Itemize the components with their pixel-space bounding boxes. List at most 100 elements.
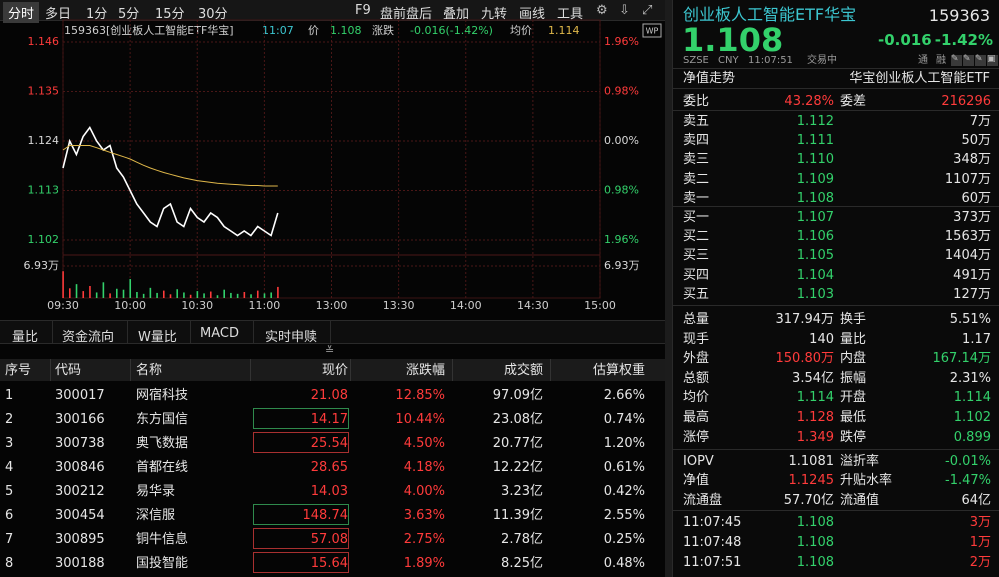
badge[interactable]: WP xyxy=(646,27,659,36)
indicator-tab[interactable]: 实时申赎 xyxy=(265,330,318,345)
column-header[interactable]: 成交额 xyxy=(503,363,543,378)
tool-button[interactable]: 九转 xyxy=(481,7,508,22)
tool-button[interactable]: 盘前盘后 xyxy=(380,7,433,22)
row-label: 委比 xyxy=(683,94,710,109)
volume-tick-label: 6.93万 xyxy=(604,259,640,272)
row-value: 0.899 xyxy=(953,429,991,445)
book-row: 卖二 1.109 1107万 xyxy=(673,170,999,189)
splitter xyxy=(665,0,672,577)
avg-label: 均价 xyxy=(510,24,532,37)
column-divider xyxy=(130,359,131,381)
tool-button[interactable]: 工具 xyxy=(557,7,584,22)
row-label: 均价 xyxy=(683,390,710,406)
column-header[interactable]: 代码 xyxy=(55,363,82,378)
table-row[interactable]: 3 300738 奥飞数据 25.54 4.50% 20.77亿 1.20% xyxy=(0,432,665,454)
table-row[interactable]: 5 300212 易华录 14.03 4.00% 3.23亿 0.42% xyxy=(0,480,665,502)
book-volume: 7万 xyxy=(969,114,991,129)
row-value: 1.349 xyxy=(796,429,834,445)
book-label: 买二 xyxy=(683,229,710,245)
y2-tick-label: 0.98% xyxy=(604,184,639,197)
tool-button[interactable]: 叠加 xyxy=(443,7,470,22)
volume-bar xyxy=(162,290,165,298)
trade-time: 11:07:51 xyxy=(683,555,742,570)
book-label: 卖一 xyxy=(683,190,710,206)
table-row[interactable]: 8 300188 国投智能 15.64 1.89% 8.25亿 0.48% xyxy=(0,552,665,574)
column-header[interactable]: 名称 xyxy=(136,363,163,378)
table-cell: 4 xyxy=(5,460,14,475)
icon-button[interactable]: ⇩ xyxy=(619,3,630,18)
indicator-tab[interactable]: W量比 xyxy=(138,330,177,345)
period-tab[interactable]: 15分 xyxy=(155,7,185,22)
period-tab[interactable]: 5分 xyxy=(118,7,140,22)
volume-bar xyxy=(216,295,219,298)
volume-bar xyxy=(95,292,98,298)
row-value: -1.47% xyxy=(945,473,991,489)
icon-button[interactable]: ✎ xyxy=(963,55,974,66)
row-label: 总量 xyxy=(683,312,710,327)
row-label: 流通盘 xyxy=(683,492,723,508)
y-tick-label: 1.102 xyxy=(28,233,60,246)
column-header[interactable]: 序号 xyxy=(5,363,32,378)
period-tab[interactable]: 1分 xyxy=(86,7,108,22)
row-label: 最低 xyxy=(840,410,867,425)
volume-bar xyxy=(176,289,179,298)
column-header[interactable]: 现价 xyxy=(321,363,348,378)
sort-icon: ▼ xyxy=(437,364,444,374)
book-label: 买四 xyxy=(683,267,710,283)
table-cell: 15.64 xyxy=(310,556,348,571)
table-cell: 20.77亿 xyxy=(492,436,543,451)
icon-button[interactable]: ⤢ xyxy=(642,3,653,18)
icon-button[interactable]: ✎ xyxy=(975,55,986,66)
table-row[interactable]: 6 300454 深信服 148.74 3.63% 11.39亿 2.55% xyxy=(0,504,665,526)
table-row[interactable]: 4 300846 首都在线 28.65 4.18% 12.22亿 0.61% xyxy=(0,456,665,478)
volume-bar xyxy=(196,291,199,298)
column-divider xyxy=(350,359,351,381)
indicator-tab[interactable]: 量比 xyxy=(12,330,39,345)
table-cell: 11.39亿 xyxy=(492,508,543,523)
table-row[interactable]: 7 300895 铜牛信息 57.08 2.75% 2.78亿 0.25% xyxy=(0,528,665,550)
volume-bar xyxy=(209,291,212,298)
table-row[interactable]: 1 300017 网宿科技 21.08 12.85% 97.09亿 2.66% xyxy=(0,384,665,406)
period-tab[interactable]: 30分 xyxy=(198,7,228,22)
tool-button[interactable]: F9 xyxy=(355,3,371,18)
quote-row: 外盘 150.80万 内盘 167.14万 xyxy=(673,349,999,368)
price-box xyxy=(253,528,349,549)
collapse-arrow[interactable]: ≚ xyxy=(325,344,335,357)
y-tick-label: 1.113 xyxy=(28,184,60,197)
table-cell: 1.20% xyxy=(603,436,645,451)
indicator-tab[interactable]: 资金流向 xyxy=(62,330,115,345)
row-label: 流通值 xyxy=(840,492,880,508)
indicator-tab[interactable]: MACD xyxy=(200,326,239,341)
volume-bar xyxy=(189,294,192,298)
icon-button[interactable]: ▣ xyxy=(987,55,998,66)
volume-bar xyxy=(243,291,246,298)
row-value: -0.01% xyxy=(945,454,991,469)
icon-button[interactable]: ⚙ xyxy=(596,3,608,18)
table-cell: 7 xyxy=(5,532,14,547)
row-value: 1.102 xyxy=(953,410,991,425)
table-header: 序号 代码 名称 现价 涨跌幅 成交额 估算权重 ▼ xyxy=(0,359,665,381)
y2-tick-label: 0.00% xyxy=(604,134,639,147)
icon-button[interactable]: ✎ xyxy=(951,55,962,66)
volume-bar xyxy=(250,294,252,298)
row-value: 1.1245 xyxy=(788,473,835,489)
period-tab[interactable]: 分时 xyxy=(3,2,40,23)
book-label: 买三 xyxy=(683,248,710,264)
fund-code: 159363 xyxy=(928,6,990,25)
nav-label[interactable]: 净值走势 xyxy=(683,71,736,86)
table-row[interactable]: 2 300166 东方国信 14.17 10.44% 23.08亿 0.74% xyxy=(0,408,665,430)
volume-bar xyxy=(270,292,272,298)
volume-bar xyxy=(183,292,185,298)
table-cell: 12.22亿 xyxy=(492,460,543,475)
price-change: -0.016 xyxy=(878,31,932,49)
column-header[interactable]: 估算权重 xyxy=(592,363,645,378)
period-tab[interactable]: 多日 xyxy=(45,7,72,22)
tool-button[interactable]: 画线 xyxy=(519,7,546,22)
row-value: 1.128 xyxy=(796,410,834,425)
column-header[interactable]: 涨跌幅 xyxy=(405,363,445,378)
sep xyxy=(673,206,999,207)
table-cell: 3.63% xyxy=(403,508,445,523)
table-cell: 10.44% xyxy=(395,412,445,427)
sep xyxy=(673,88,999,89)
table-cell: 300188 xyxy=(55,556,105,571)
